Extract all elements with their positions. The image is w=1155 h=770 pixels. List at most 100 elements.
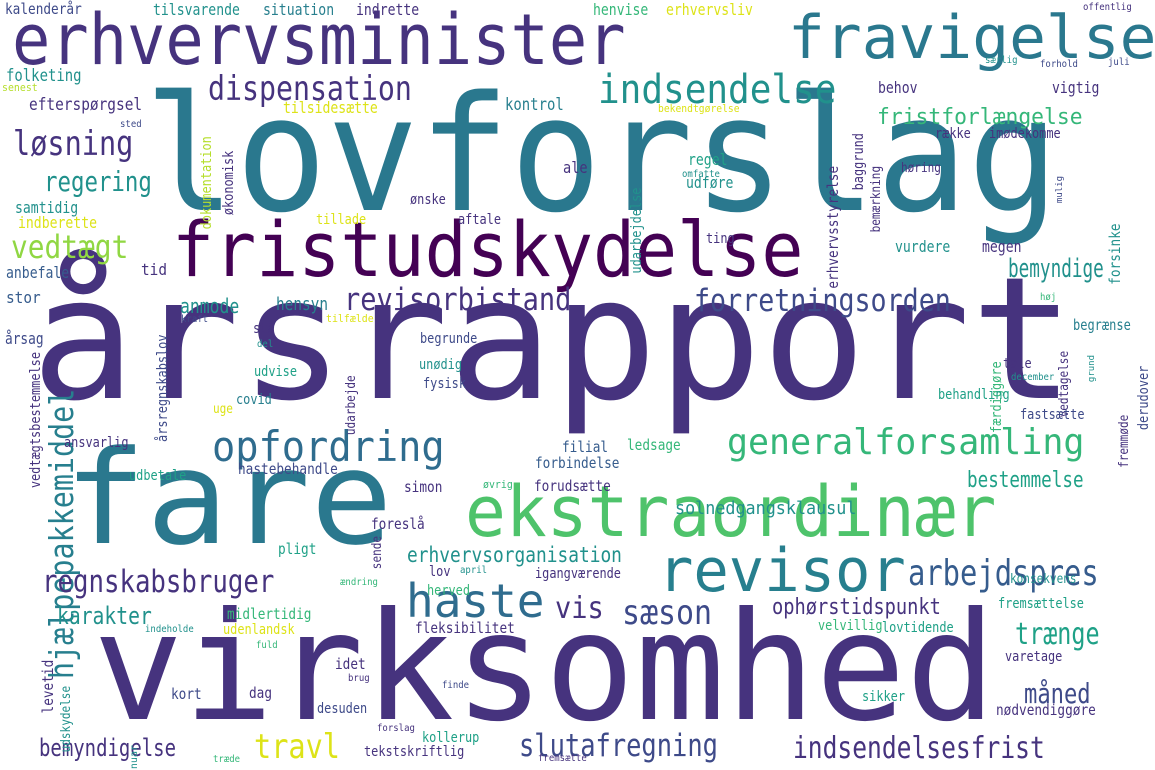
word-ale: ale bbox=[563, 158, 588, 177]
word-forudsaette: forudsætte bbox=[534, 477, 611, 495]
word-finde: finde bbox=[442, 680, 470, 691]
word-stor: stor bbox=[6, 288, 41, 307]
word-udskydelse: udskydelse bbox=[59, 685, 74, 753]
word-sende: sende bbox=[370, 535, 385, 570]
word-travl: travl bbox=[254, 727, 340, 767]
word-lovforslag: lovforslag bbox=[144, 61, 1060, 248]
word-kollerup: kollerup bbox=[422, 730, 480, 746]
word-generalforsamling: generalforsamling bbox=[727, 422, 1085, 463]
word-offentlig: offentlig bbox=[1083, 2, 1132, 13]
word-megen: megen bbox=[982, 237, 1022, 256]
word-fastsaette: fastsætte bbox=[1020, 407, 1085, 423]
word-virksomhed: virksomhed bbox=[93, 581, 997, 755]
word-slutafregning: slutafregning bbox=[519, 728, 718, 764]
word-anmode: anmode bbox=[180, 294, 240, 318]
word-oekonomisk: økonomisk bbox=[221, 150, 237, 216]
word-losning: løsning bbox=[13, 124, 134, 164]
word-fremsaette: fremsætte bbox=[538, 753, 587, 764]
word-lov: lov bbox=[429, 564, 451, 580]
word-indsendelsesfrist: indsendelsesfrist bbox=[793, 731, 1045, 766]
word-mulig: mulig bbox=[1055, 176, 1065, 204]
word-forslag: forslag bbox=[377, 723, 415, 734]
word-erhvervsminister: erhvervsminister bbox=[12, 0, 626, 81]
word-arbejdspres: arbejdspres bbox=[908, 553, 1099, 594]
word-bekendtgoerelse: bekendtgørelse bbox=[658, 102, 740, 115]
word-hoering: høring bbox=[901, 161, 941, 176]
word-desuden: desuden bbox=[317, 701, 368, 717]
word-udfoere: udføre bbox=[686, 173, 734, 192]
word-udarbejdelse: udarbejdelse bbox=[629, 187, 645, 274]
word-arsrapport: årsrapport bbox=[31, 241, 1075, 439]
word-kalenderar: kalenderår bbox=[5, 0, 82, 18]
word-vedtaegtsbestemmelse: vedtægtsbestemmelse bbox=[28, 352, 44, 489]
word-tid: tid bbox=[141, 260, 168, 279]
word-del: del bbox=[257, 339, 274, 350]
word-juli: juli bbox=[1108, 57, 1130, 68]
word-bemyndige: bemyndige bbox=[1008, 254, 1104, 284]
word-staa: stå bbox=[253, 321, 275, 337]
word-ledsage: ledsage bbox=[627, 436, 681, 454]
word-vedtaegt: vedtægt bbox=[11, 228, 129, 266]
word-uge: uge bbox=[213, 402, 233, 417]
word-forretningsorden: forretningsorden bbox=[694, 283, 951, 319]
word-begrunde: begrunde bbox=[420, 331, 478, 347]
word-tale: tale bbox=[1003, 356, 1032, 372]
word-ophorstidspunkt: ophørstidspunkt bbox=[772, 595, 941, 620]
word-aendring: ændring bbox=[340, 577, 378, 588]
word-dispensation: dispensation bbox=[208, 69, 412, 109]
word-solnedgangsklausul: solnedgangsklausul bbox=[675, 498, 857, 519]
word-saerlig: særlig bbox=[985, 55, 1018, 66]
word-opfordring: opfordring bbox=[212, 422, 445, 471]
word-december: december bbox=[1011, 372, 1055, 383]
word-baggrund: baggrund bbox=[851, 133, 867, 191]
word-revisor: revisor bbox=[658, 536, 906, 606]
word-tekstskriftlig: tekstskriftlig bbox=[364, 744, 465, 760]
word-begraense: begrænse bbox=[1073, 316, 1131, 334]
word-hjaelpepakkemiddel: hjælpepakkemiddel bbox=[42, 388, 81, 680]
word-velvillig: velvillig bbox=[818, 618, 883, 634]
word-regering: regering bbox=[44, 165, 152, 198]
word-indberette: indberette bbox=[18, 213, 97, 232]
word-fleksibilitet: fleksibilitet bbox=[415, 619, 515, 637]
word-oevrig: øvrig bbox=[483, 478, 513, 491]
word-arsregnskabslov: årsregnskabslov bbox=[155, 334, 171, 442]
word-udvise: udvise bbox=[254, 364, 297, 380]
word-unoedig: unødig bbox=[419, 357, 462, 373]
word-fravigelse: fravigelse bbox=[788, 3, 1155, 73]
word-traede: træde bbox=[213, 754, 241, 765]
word-dag: dag bbox=[249, 684, 273, 702]
word-karakter: karakter bbox=[57, 602, 152, 630]
word-indeholde: indeholde bbox=[145, 624, 194, 635]
word-foreslaa: foreslå bbox=[371, 515, 425, 533]
word-april: april bbox=[460, 565, 488, 576]
word-nodvendiggoere: nødvendiggøre bbox=[996, 701, 1096, 719]
word-kraft: kraft bbox=[181, 314, 209, 325]
word-forbindelse: forbindelse bbox=[535, 454, 620, 472]
word-kontrol: kontrol bbox=[505, 95, 564, 115]
word-saeson: sæson bbox=[622, 593, 713, 633]
word-tilsidesaette: tilsidesætte bbox=[283, 98, 378, 117]
word-regel: regel bbox=[688, 150, 728, 169]
word-grund: grund bbox=[1087, 355, 1097, 383]
word-fristforlaengelse: fristforlængelse bbox=[877, 105, 1083, 130]
word-erhvervsliv: erhvervsliv bbox=[666, 0, 753, 19]
word-revisorbistand: revisorbistand bbox=[344, 282, 572, 318]
word-vurdere: vurdere bbox=[895, 237, 951, 256]
word-udbetale: udbetale bbox=[129, 468, 187, 484]
word-simon: simon bbox=[404, 478, 443, 496]
word-aftale: aftale bbox=[458, 212, 501, 228]
word-filial: filial bbox=[562, 438, 609, 456]
word-herved: herved bbox=[427, 583, 470, 599]
word-covid: covid bbox=[236, 392, 272, 408]
word-idet: idet bbox=[335, 655, 366, 673]
word-fristudskydelse: fristudskydelse bbox=[172, 205, 804, 294]
word-vigtig: vigtig bbox=[1052, 78, 1100, 97]
word-igangvaerende: igangværende bbox=[535, 566, 621, 582]
word-henvise: henvise bbox=[593, 0, 649, 19]
word-haste: haste bbox=[406, 574, 545, 628]
word-efterspoergsel: efterspørgsel bbox=[29, 95, 143, 115]
word-vis: vis bbox=[555, 591, 604, 626]
word-levetid: levetid bbox=[39, 659, 57, 714]
word-oenske: ønske bbox=[410, 192, 446, 208]
